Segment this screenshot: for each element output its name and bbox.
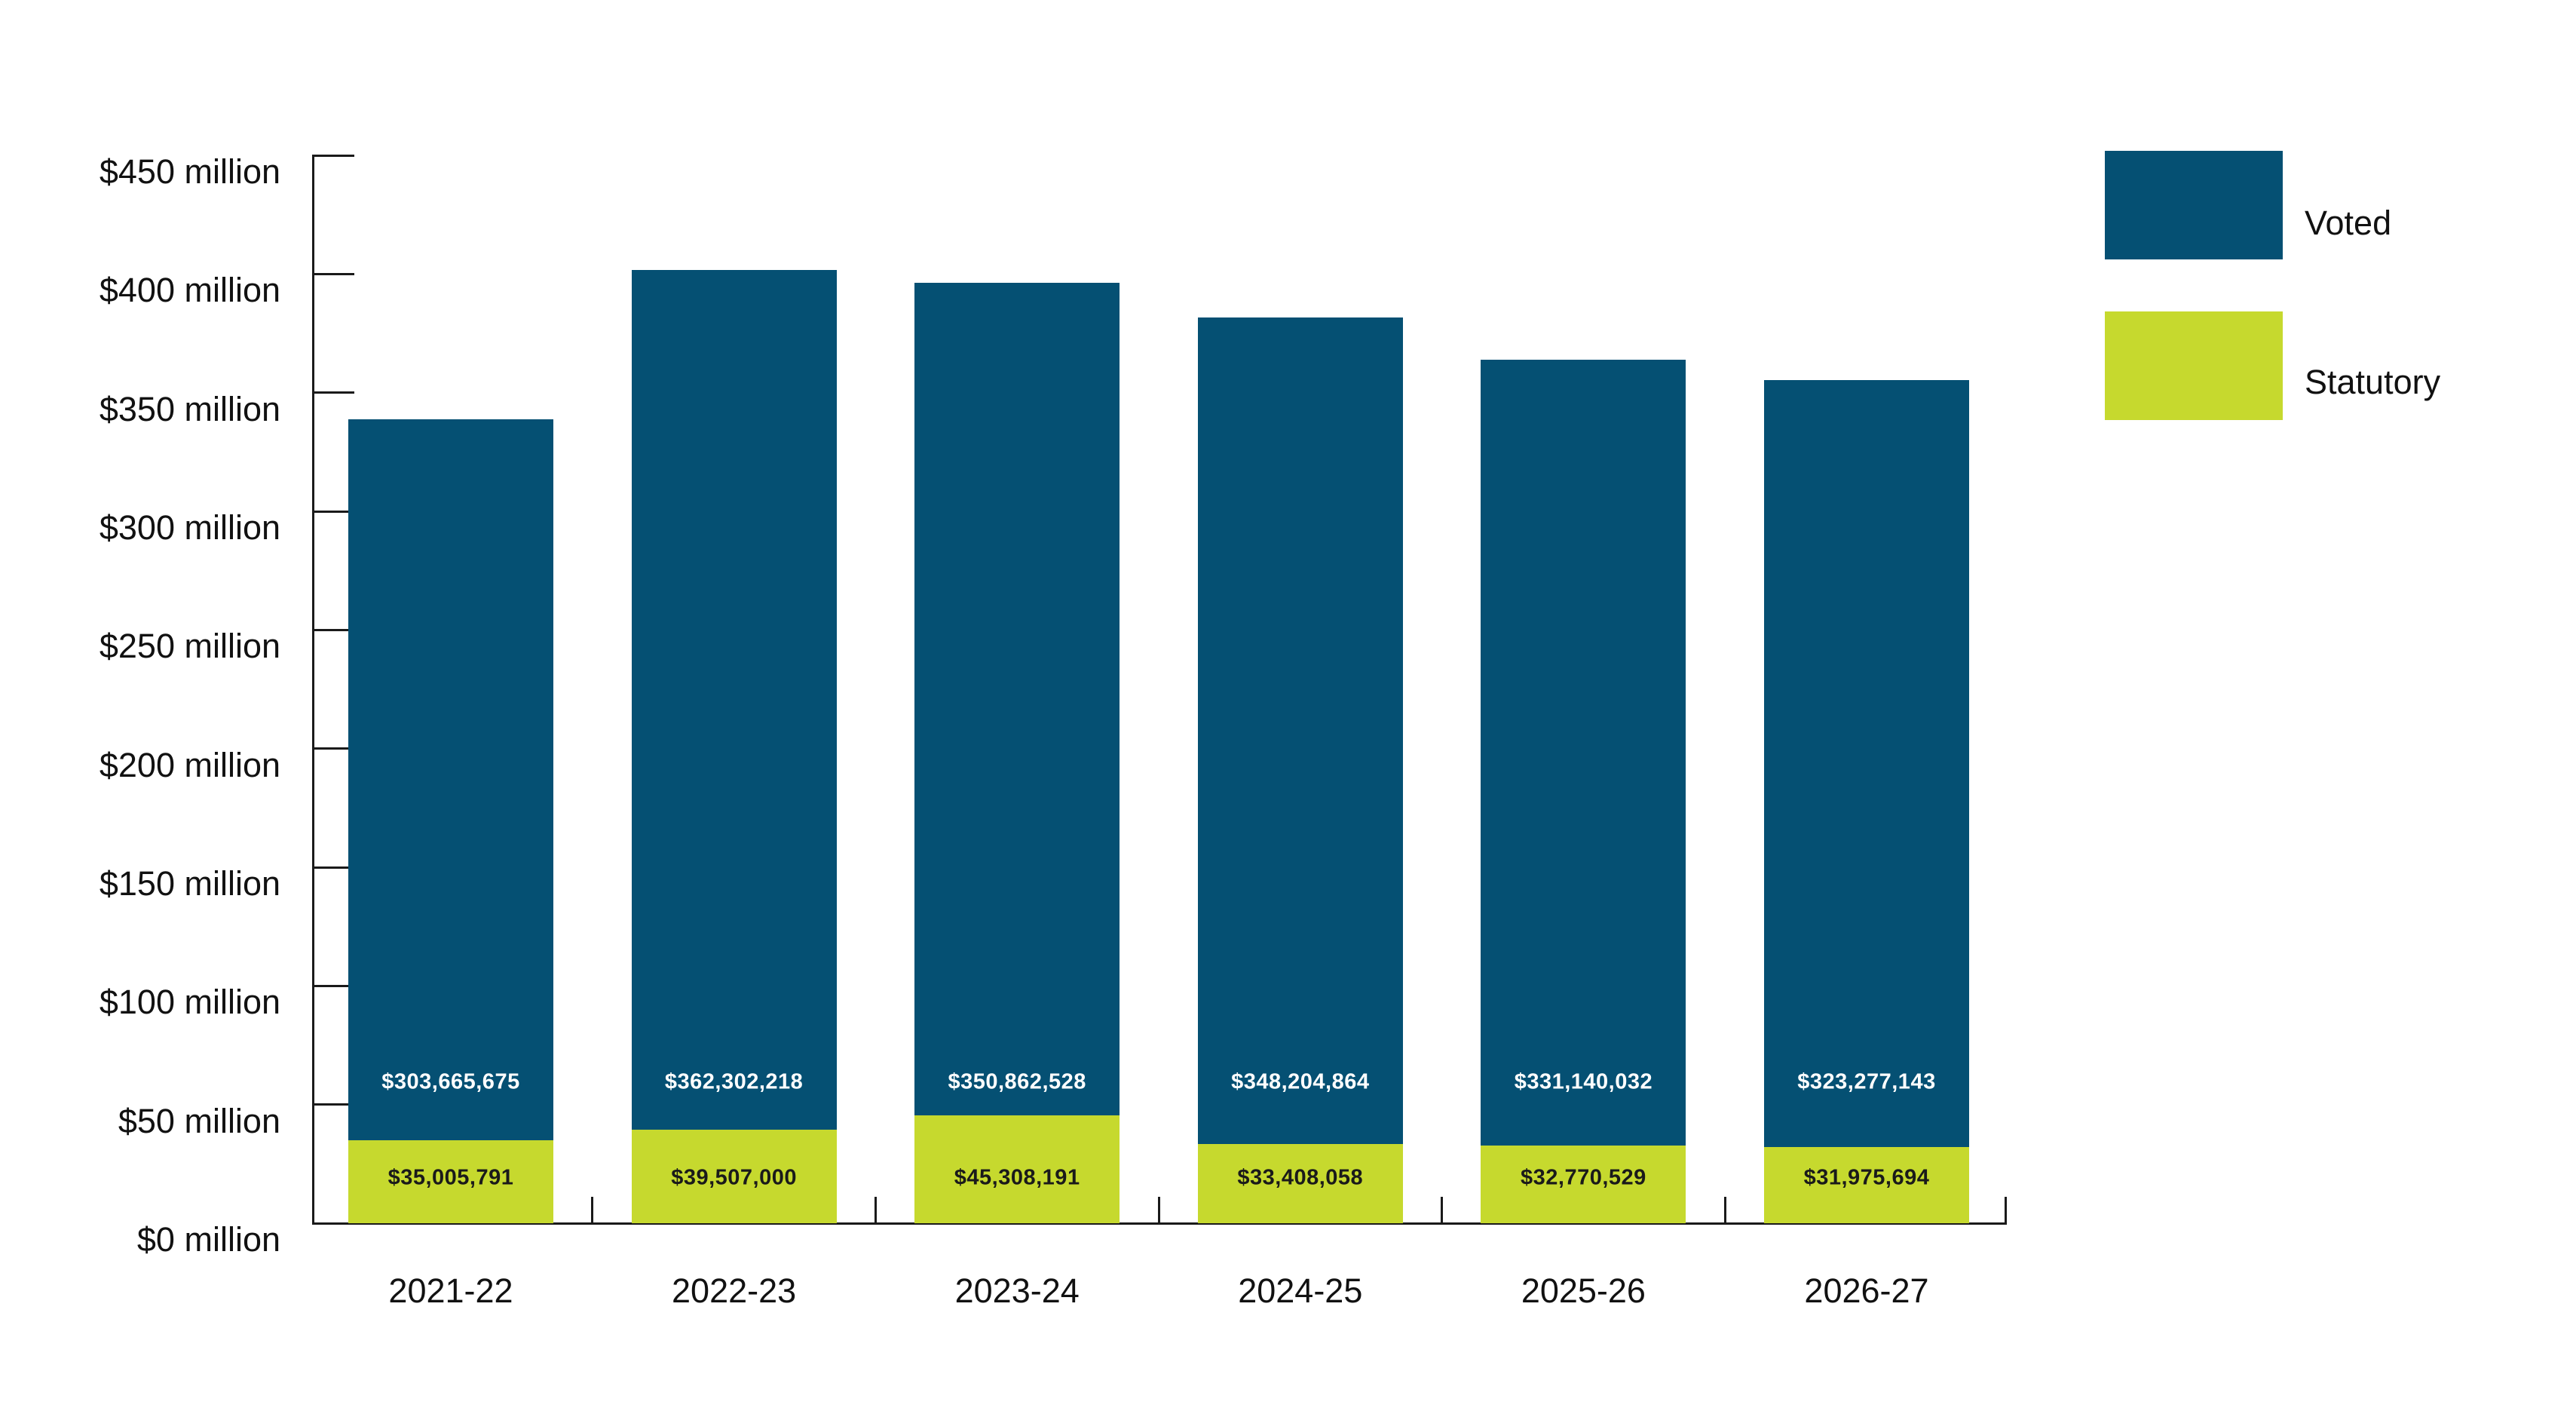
voted-value-label: $362,302,218	[664, 1069, 804, 1094]
voted-value-label: $350,862,528	[948, 1069, 1086, 1094]
y-axis-tick-label: $200 million	[99, 745, 280, 784]
voted-value-label: $348,204,864	[1231, 1069, 1370, 1094]
legend-swatch-voted	[2105, 151, 2283, 259]
statutory-value-label: $39,507,000	[671, 1165, 797, 1190]
bar-2024-25-voted-segment	[1197, 317, 1403, 1144]
legend-label-statutory: Statutory	[2305, 363, 2441, 401]
y-axis-tick-label: $300 million	[99, 508, 280, 547]
x-axis-category-label: 2023-24	[954, 1271, 1080, 1310]
y-axis-tick	[313, 272, 354, 275]
y-axis-tick	[313, 866, 354, 869]
bar-2022-23-statutory-segment	[631, 1129, 837, 1223]
bar-2021-22-voted-segment	[348, 419, 553, 1140]
x-axis-tick	[874, 1197, 877, 1223]
y-axis-tick-label: $450 million	[99, 152, 280, 191]
voted-value-label: $303,665,675	[381, 1069, 520, 1094]
y-axis-tick	[313, 747, 354, 750]
y-axis-tick	[313, 154, 354, 157]
x-axis-tick	[1723, 1197, 1726, 1223]
y-axis-tick-label: $0 million	[136, 1220, 280, 1259]
x-axis-category-label: 2026-27	[1804, 1271, 1929, 1310]
y-axis-tick-label: $350 million	[99, 389, 280, 428]
bar-2025-26-statutory-segment	[1481, 1145, 1686, 1223]
bar-2021-22-statutory-segment	[348, 1139, 553, 1223]
y-axis-tick-label: $100 million	[99, 983, 280, 1022]
y-axis-tick-label: $250 million	[99, 627, 280, 666]
y-axis-tick	[313, 984, 354, 987]
statutory-value-label: $35,005,791	[387, 1165, 514, 1190]
bar-2022-23-voted-segment	[631, 269, 837, 1130]
x-axis-end-tick	[2005, 1197, 2007, 1223]
x-axis-category-label: 2025-26	[1521, 1271, 1646, 1310]
statutory-value-label: $32,770,529	[1521, 1165, 1646, 1190]
x-axis-tick	[1157, 1197, 1160, 1223]
statutory-value-label: $45,308,191	[954, 1165, 1080, 1190]
y-axis-tick	[313, 391, 354, 394]
statutory-value-label: $33,408,058	[1237, 1165, 1364, 1190]
x-axis-tick	[591, 1197, 594, 1223]
y-axis-tick	[313, 510, 354, 513]
bar-2023-24-voted-segment	[914, 283, 1120, 1116]
y-axis-tick	[313, 1103, 354, 1106]
x-axis-tick	[1441, 1197, 1444, 1223]
bar-2026-27-statutory-segment	[1764, 1147, 1969, 1223]
legend-label-voted: Voted	[2305, 204, 2392, 242]
y-axis-tick-label: $50 million	[118, 1101, 280, 1140]
x-axis-category-label: 2021-22	[388, 1271, 513, 1310]
bar-2026-27-voted-segment	[1764, 380, 1969, 1148]
bar-2025-26-voted-segment	[1481, 359, 1686, 1146]
y-axis-tick-label: $150 million	[99, 864, 280, 903]
statutory-value-label: $31,975,694	[1803, 1165, 1930, 1190]
y-axis-tick	[313, 628, 354, 631]
y-axis-line	[311, 154, 314, 1225]
bar-2023-24-statutory-segment	[914, 1115, 1120, 1223]
bar-2024-25-statutory-segment	[1197, 1143, 1403, 1223]
voted-value-label: $323,277,143	[1797, 1069, 1936, 1094]
x-axis-category-label: 2022-23	[672, 1271, 797, 1310]
x-axis-category-label: 2024-25	[1238, 1271, 1363, 1310]
voted-value-label: $331,140,032	[1514, 1069, 1653, 1094]
x-axis-line	[313, 1222, 2007, 1225]
y-axis-tick-label: $400 million	[99, 271, 280, 310]
legend-swatch-statutory	[2105, 311, 2283, 420]
